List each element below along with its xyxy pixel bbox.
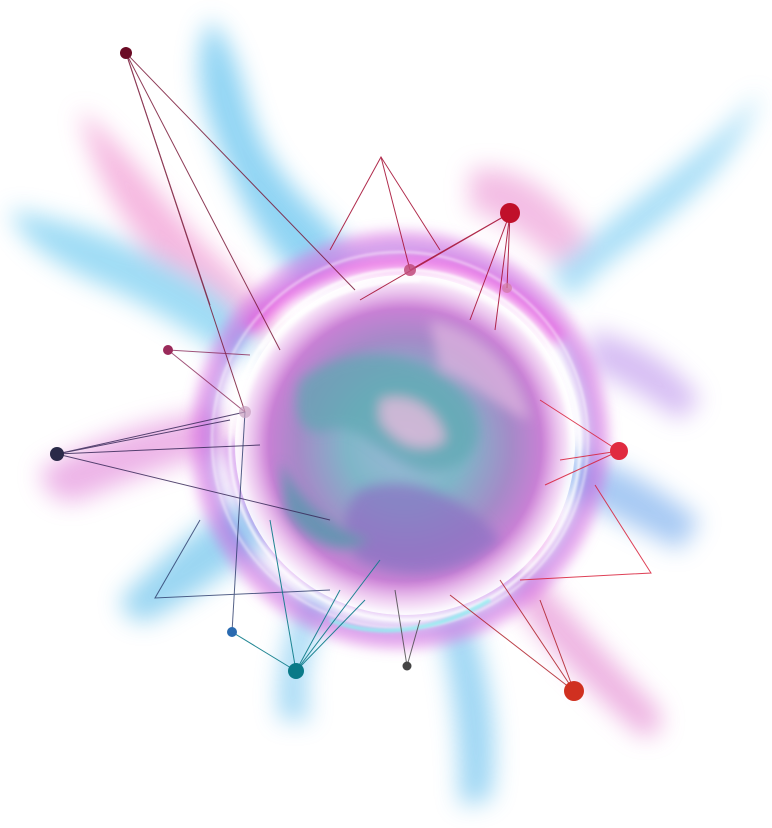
network-node (120, 47, 132, 59)
network-node (500, 203, 520, 223)
network-node (227, 627, 237, 637)
smoke-wisp (440, 620, 494, 805)
network-node (610, 442, 628, 460)
network-node (502, 283, 512, 293)
network-nodes (50, 47, 628, 701)
network-node (288, 663, 304, 679)
smoke-wisp (520, 560, 661, 736)
network-lines (56, 52, 652, 692)
smoke-wisps (10, 20, 760, 805)
smoke-wisp (40, 410, 230, 502)
orb-core (211, 251, 589, 633)
smoke-wisp (470, 168, 594, 275)
smoke-wisp (10, 210, 260, 360)
smoke-wisp (550, 90, 760, 300)
network-node (239, 406, 251, 418)
network-node (402, 661, 412, 671)
network-node (564, 681, 584, 701)
network-node (163, 345, 173, 355)
smoke-wisp (199, 20, 350, 280)
network-node (50, 447, 64, 461)
smoke-wisp (80, 110, 280, 350)
smoke-wisp (590, 330, 700, 420)
network-node (404, 264, 416, 276)
